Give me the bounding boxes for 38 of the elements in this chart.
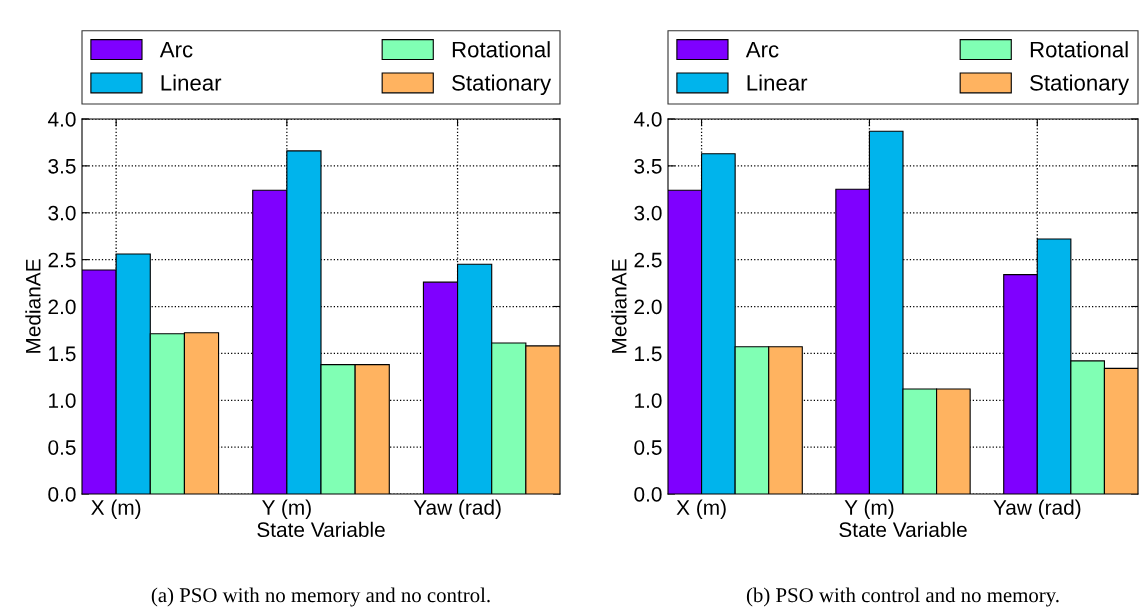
y-tick-label: 1.0 — [49, 393, 76, 408]
y-tick-label: 2.5 — [634, 252, 662, 268]
x-axis-title: State Variable — [257, 521, 385, 538]
legend-label: Arc — [159, 41, 193, 58]
y-tick-label: 1.0 — [635, 393, 662, 408]
x-tick-label: Yaw (rad) — [993, 499, 1081, 519]
y-tick-label: 0.0 — [48, 487, 76, 502]
legend-label: Linear — [161, 74, 222, 91]
y-tick-label: 4.0 — [47, 112, 76, 127]
text: (a) PSO with no memory and no control. — [151, 587, 490, 607]
legend-label: Rotational — [452, 41, 550, 58]
x-tick-label: Y (m) — [844, 499, 894, 519]
y-tick-label: 1.5 — [635, 346, 662, 362]
y-tick-label: 0.0 — [634, 487, 662, 502]
x-tick-label: X (m) — [676, 499, 726, 519]
y-tick-label: 3.0 — [634, 205, 662, 221]
y-tick-label: 3.5 — [634, 158, 662, 174]
y-tick-label: 2.0 — [634, 299, 662, 315]
y-tick-label: 3.0 — [48, 205, 76, 221]
y-tick-label: 0.5 — [634, 440, 662, 455]
text: Linear — [747, 74, 808, 91]
y-axis-title: MedianAE — [611, 259, 627, 353]
y-tick-label: 3.5 — [48, 158, 76, 174]
legend-label: Stationary — [452, 74, 552, 96]
y-tick-label: 0.5 — [48, 440, 76, 455]
x-tick-label: Y (m) — [262, 499, 311, 519]
x-axis-title: State Variable — [839, 521, 967, 538]
y-tick-label: 4.0 — [633, 112, 662, 127]
legend-label: Rotational — [1030, 41, 1128, 58]
text: (b) PSO with control and no memory. — [746, 587, 1059, 607]
x-tick-label: X (m) — [91, 499, 141, 519]
y-tick-label: 2.5 — [48, 252, 76, 268]
x-tick-label: Yaw (rad) — [413, 499, 501, 519]
legend-label: Stationary — [1030, 74, 1130, 96]
y-tick-label: 2.0 — [48, 299, 76, 315]
y-axis-title: MedianAE — [25, 259, 41, 353]
y-tick-label: 1.5 — [49, 346, 76, 362]
text: Arc — [745, 41, 779, 58]
